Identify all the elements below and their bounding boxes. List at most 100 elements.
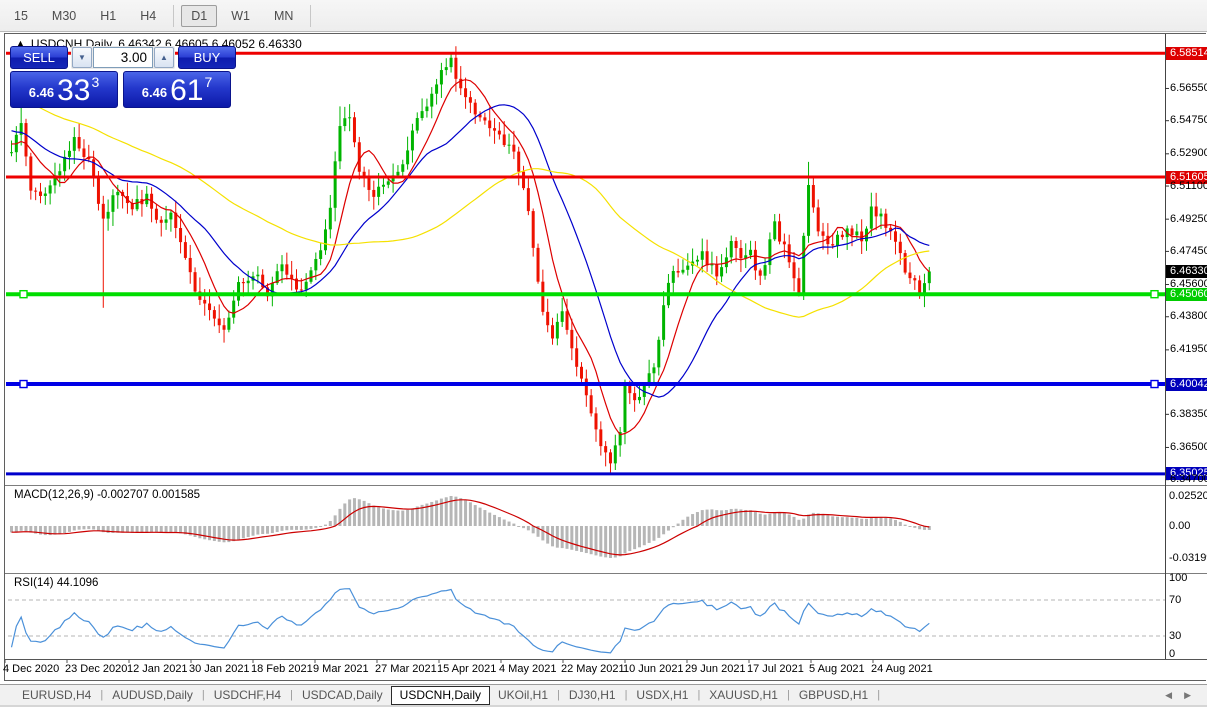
buy-price-base: 6.46 — [141, 85, 168, 100]
tab-eurusd-h4[interactable]: EURUSD,H4 — [22, 688, 92, 702]
tab-scroll-left-icon[interactable]: ◀ — [1165, 690, 1173, 700]
tab-separator: | — [557, 689, 560, 701]
ma-line — [11, 104, 930, 398]
tab-dj30-h1[interactable]: DJ30,H1 — [568, 688, 616, 702]
rsi-line — [10, 588, 930, 654]
tab-separator: | — [100, 689, 104, 701]
line-handle[interactable] — [1150, 289, 1159, 299]
tab-ukoil-h1[interactable]: UKOil,H1 — [498, 688, 549, 702]
tab-xauusd-h1[interactable]: XAUUSD,H1 — [709, 688, 778, 702]
timeframe-button-h1[interactable]: H1 — [100, 8, 117, 23]
date-label-6: 27 Mar 2021 — [375, 663, 437, 675]
price-tick-6.49250: 6.49250 — [1170, 212, 1207, 225]
chevron-down-icon: ▼ — [78, 53, 86, 62]
price-tick-6.45600: 6.45600 — [1170, 278, 1207, 291]
tab-usdchf-h4[interactable]: USDCHF,H4 — [213, 688, 282, 702]
tab-separator: | — [877, 689, 881, 701]
volume-decrease-button[interactable]: ▼ — [72, 47, 92, 68]
timeframe-button-w1[interactable]: W1 — [231, 8, 250, 23]
date-label-0: 4 Dec 2020 — [3, 663, 60, 675]
tab-gbpusd-h1[interactable]: GBPUSD,H1 — [798, 688, 869, 702]
date-label-14: 24 Aug 2021 — [871, 663, 933, 675]
price-tick-6.46330: 6.46330 — [1166, 264, 1207, 278]
macd-signal-line — [11, 499, 930, 556]
buy-button[interactable]: BUY — [178, 46, 236, 69]
rsi-tick-3: 0 — [1169, 648, 1176, 660]
rsi-tick-0: 100 — [1169, 572, 1188, 584]
bottom-strip — [0, 705, 1207, 707]
buy-price-pips: 61 — [170, 74, 204, 108]
sell-price-base: 6.46 — [28, 85, 55, 100]
date-label-4: 18 Feb 2021 — [251, 663, 313, 675]
sell-price-pips: 33 — [57, 74, 91, 108]
timeframe-button-h4[interactable]: H4 — [140, 8, 157, 23]
date-label-1: 23 Dec 2020 — [65, 663, 128, 675]
macd-tick-0: 0.02520 — [1169, 490, 1207, 502]
date-label-10: 10 Jun 2021 — [623, 663, 684, 675]
price-tick-6.43800: 6.43800 — [1170, 310, 1207, 323]
rsi-tick-1: 70 — [1169, 594, 1182, 606]
date-label-12: 17 Jul 2021 — [747, 663, 804, 675]
date-label-3: 30 Jan 2021 — [189, 663, 250, 675]
date-label-5: 9 Mar 2021 — [313, 663, 369, 675]
volume-increase-button[interactable]: ▲ — [154, 47, 174, 68]
chevron-up-icon: ▲ — [160, 53, 168, 62]
line-handle[interactable] — [19, 289, 28, 299]
macd-tick-1: 0.00 — [1169, 520, 1191, 532]
price-tick-6.45060: 6.45060 — [1166, 287, 1207, 301]
timeframe-button-m30[interactable]: M30 — [51, 8, 77, 23]
tab-usdx-h1[interactable]: USDX,H1 — [636, 688, 689, 702]
date-label-13: 5 Aug 2021 — [809, 663, 865, 675]
tab-separator: | — [201, 689, 205, 701]
tab-usdcad-daily[interactable]: USDCAD,Daily — [301, 688, 383, 702]
timeframe-toolbar: 15 M30 H1 H4 D1 W1 MN — [0, 0, 1207, 32]
timeframe-button-d1[interactable]: D1 — [181, 4, 218, 27]
timeframe-button-15[interactable]: 15 — [14, 8, 28, 23]
price-tick-6.47450: 6.47450 — [1170, 244, 1207, 257]
axes-lines — [4, 34, 1207, 663]
tab-usdcnh-daily[interactable]: USDCNH,Daily — [390, 685, 490, 705]
macd-histogram — [10, 496, 931, 558]
line-handle[interactable] — [19, 379, 28, 389]
sell-button[interactable]: SELL — [10, 46, 68, 69]
tab-separator: | — [624, 689, 628, 701]
one-click-trading-panel: SELL ▼ ▲ BUY 6.46 33 3 6.46 61 7 — [10, 46, 236, 108]
toolbar-separator — [173, 4, 175, 27]
ma-line — [11, 79, 930, 436]
rsi-indicator-label: RSI(14) 44.1096 — [14, 577, 99, 589]
tab-audusd-daily[interactable]: AUDUSD,Daily — [112, 688, 193, 702]
price-tick-6.35025: 6.35025 — [1166, 467, 1207, 481]
price-tick-6.56550: 6.56550 — [1170, 81, 1207, 94]
price-tick-6.41950: 6.41950 — [1170, 343, 1207, 356]
price-tick-6.51100: 6.51100 — [1170, 179, 1207, 192]
date-label-2: 12 Jan 2021 — [127, 663, 188, 675]
tab-separator: | — [786, 689, 790, 701]
toolbar-separator — [310, 4, 312, 27]
tab-separator: | — [697, 689, 701, 701]
volume-input[interactable] — [93, 47, 153, 68]
macd-tick-2: -0.03199 — [1169, 552, 1207, 564]
horizontal-level-lines[interactable] — [6, 51, 1165, 476]
ma-line — [11, 94, 930, 318]
line-handle[interactable] — [1150, 379, 1159, 389]
buy-price-point: 7 — [204, 74, 213, 90]
timeframe-button-mn[interactable]: MN — [273, 8, 294, 23]
date-label-8: 4 May 2021 — [499, 663, 557, 675]
macd-indicator-label: MACD(12,26,9) -0.002707 0.001585 — [14, 489, 201, 501]
price-tick-6.40042: 6.40042 — [1166, 377, 1207, 391]
chart-tab-bar: EURUSD,H4 | AUDUSD,Daily | USDCHF,H4 | USDCAD,… — [0, 684, 1207, 705]
rsi-tick-2: 30 — [1169, 630, 1182, 642]
date-label-9: 22 May 2021 — [561, 663, 625, 675]
date-label-7: 15 Apr 2021 — [437, 663, 497, 675]
price-tick-6.38350: 6.38350 — [1170, 407, 1207, 420]
volume-stepper: ▼ ▲ — [71, 46, 175, 69]
tab-scroll-right-icon[interactable]: ▶ — [1184, 690, 1191, 700]
price-tick-6.36500: 6.36500 — [1170, 440, 1207, 453]
sell-price-button[interactable]: 6.46 33 3 — [10, 71, 118, 108]
price-tick-6.52900: 6.52900 — [1170, 147, 1207, 160]
buy-price-button[interactable]: 6.46 61 7 — [123, 71, 231, 108]
tab-scroll-arrows: ◀ ▶ — [1165, 690, 1191, 701]
collapse-triangle-icon[interactable]: ▲ — [16, 38, 25, 48]
price-tick-6.51605: 6.51605 — [1166, 170, 1207, 184]
price-tick-6.34700: 6.34700 — [1170, 473, 1207, 486]
